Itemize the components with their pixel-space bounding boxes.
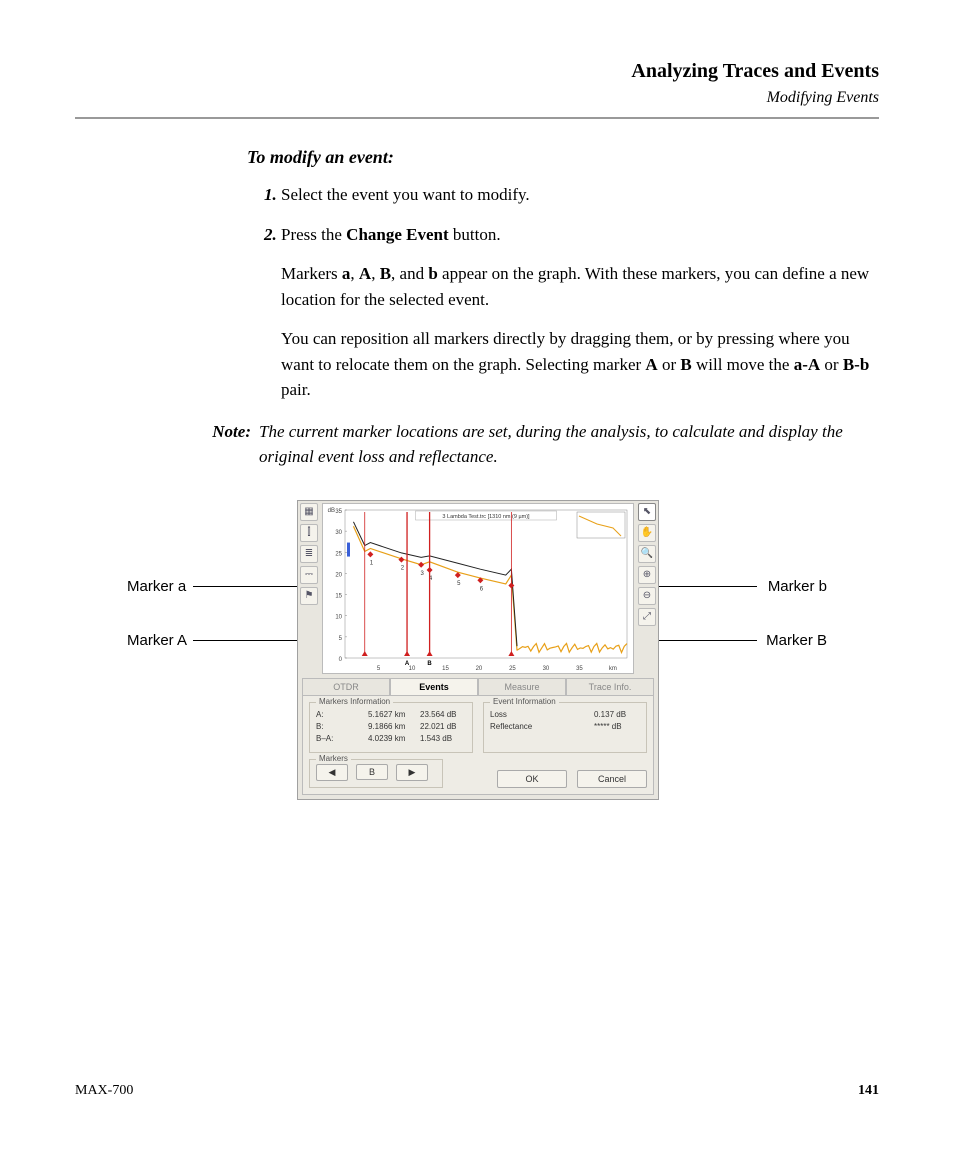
svg-text:A: A — [405, 661, 410, 667]
svg-text:25: 25 — [335, 551, 342, 557]
svg-text:3 Lambda Test.trc [1310 nm (9: 3 Lambda Test.trc [1310 nm (9 µm)] — [442, 514, 530, 520]
svg-text:B: B — [427, 661, 432, 667]
callout-marker-A: Marker A — [127, 632, 187, 649]
svg-text:25: 25 — [509, 666, 516, 672]
zoom-out-icon[interactable]: ⊖ — [638, 587, 656, 605]
svg-text:5: 5 — [377, 666, 381, 672]
mi-row-B: B:9.1866 km22.021 dB — [316, 722, 466, 731]
footer-model: MAX-700 — [75, 1083, 133, 1099]
ei-row-loss: Loss0.137 dB — [490, 710, 640, 719]
hand-tool-icon[interactable]: ✋ — [638, 524, 656, 542]
marker-current-button[interactable]: B — [356, 764, 388, 780]
svg-text:15: 15 — [335, 593, 342, 599]
change-event-label: Change Event — [346, 225, 448, 244]
tool-left-3[interactable]: ⎓ — [300, 566, 318, 584]
section-subtitle: Modifying Events — [75, 89, 879, 107]
ei-row-refl: Reflectance***** dB — [490, 722, 640, 731]
event-info-legend: Event Information — [490, 697, 559, 706]
page-number: 141 — [858, 1083, 879, 1099]
svg-text:10: 10 — [409, 666, 416, 672]
svg-text:35: 35 — [576, 666, 583, 672]
note-label: Note: — [181, 419, 259, 470]
procedure-title: To modify an event: — [247, 147, 879, 168]
otdr-app-window: ▦ ⫿ ≣ ⎓ ⚑ 35 30 25 20 15 10 5 0 dB 5 10 15 20 25 30 35 k… — [297, 500, 659, 800]
svg-text:10: 10 — [335, 614, 342, 620]
callout-marker-a: Marker a — [127, 578, 186, 595]
zoom-in-icon[interactable]: ⊕ — [638, 566, 656, 584]
zoom-fit-icon[interactable]: ⤢ — [638, 608, 656, 626]
svg-text:20: 20 — [335, 572, 342, 578]
markers-control-fieldset: Markers ◀ B ▶ — [309, 759, 443, 788]
step-list: Select the event you want to modify. Pre… — [247, 182, 879, 403]
step-2-para-2: You can reposition all markers directly … — [281, 326, 879, 403]
tab-otdr[interactable]: OTDR — [302, 678, 390, 695]
step-2-post: button. — [449, 225, 501, 244]
chapter-title: Analyzing Traces and Events — [75, 60, 879, 83]
left-toolbar: ▦ ⫿ ≣ ⎓ ⚑ — [298, 501, 320, 676]
svg-text:30: 30 — [335, 530, 342, 536]
tool-left-1[interactable]: ⫿ — [300, 524, 318, 542]
callout-marker-b: Marker b — [768, 578, 827, 595]
mi-row-A: A:5.1627 km23.564 dB — [316, 710, 466, 719]
tab-events[interactable]: Events — [390, 678, 478, 695]
step-2-para-1: Markers a, A, B, and b appear on the gra… — [281, 261, 879, 312]
tool-left-2[interactable]: ≣ — [300, 545, 318, 563]
tab-row: OTDR Events Measure Trace Info. — [298, 676, 658, 695]
step-2: Press the Change Event button. Markers a… — [281, 222, 879, 403]
svg-text:35: 35 — [335, 509, 342, 515]
event-info-fieldset: Event Information Loss0.137 dB Reflectan… — [483, 702, 647, 753]
chart-area[interactable]: 35 30 25 20 15 10 5 0 dB 5 10 15 20 25 30 35 km 3 Lambda … — [322, 503, 634, 674]
marker-prev-button[interactable]: ◀ — [316, 764, 348, 781]
tool-left-4[interactable]: ⚑ — [300, 587, 318, 605]
mi-row-BA: B–A:4.0239 km1.543 dB — [316, 734, 466, 743]
markers-info-fieldset: Markers Information A:5.1627 km23.564 dB… — [309, 702, 473, 753]
svg-text:dB: dB — [328, 508, 335, 514]
step-1-text: Select the event you want to modify. — [281, 185, 530, 204]
svg-text:km: km — [609, 666, 617, 672]
zoom-tool-icon[interactable]: 🔍 — [638, 545, 656, 563]
right-toolbar: ⬉ ✋ 🔍 ⊕ ⊖ ⤢ — [636, 501, 658, 676]
markers-info-legend: Markers Information — [316, 697, 393, 706]
step-2-pre: Press the — [281, 225, 346, 244]
trace-chart: 35 30 25 20 15 10 5 0 dB 5 10 15 20 25 30 35 km 3 Lambda … — [323, 504, 633, 674]
svg-text:30: 30 — [543, 666, 550, 672]
note-text: The current marker locations are set, du… — [259, 419, 879, 470]
marker-next-button[interactable]: ▶ — [396, 764, 428, 781]
tab-measure[interactable]: Measure — [478, 678, 566, 695]
svg-text:0: 0 — [339, 657, 343, 663]
svg-text:15: 15 — [442, 666, 449, 672]
header-rule — [75, 117, 879, 119]
note-block: Note: The current marker locations are s… — [181, 419, 879, 470]
pointer-tool-icon[interactable]: ⬉ — [638, 503, 656, 521]
info-panel: Markers Information A:5.1627 km23.564 dB… — [302, 695, 654, 795]
callout-marker-B: Marker B — [766, 632, 827, 649]
ok-button[interactable]: OK — [497, 770, 567, 788]
tool-left-0[interactable]: ▦ — [300, 503, 318, 521]
markers-ctrl-legend: Markers — [316, 754, 351, 763]
tab-trace-info[interactable]: Trace Info. — [566, 678, 654, 695]
figure: Marker a Marker A Marker b Marker B ▦ ⫿ … — [127, 500, 827, 800]
step-1: Select the event you want to modify. — [281, 182, 879, 208]
svg-text:20: 20 — [476, 666, 483, 672]
cancel-button[interactable]: Cancel — [577, 770, 647, 788]
svg-text:5: 5 — [339, 635, 343, 641]
